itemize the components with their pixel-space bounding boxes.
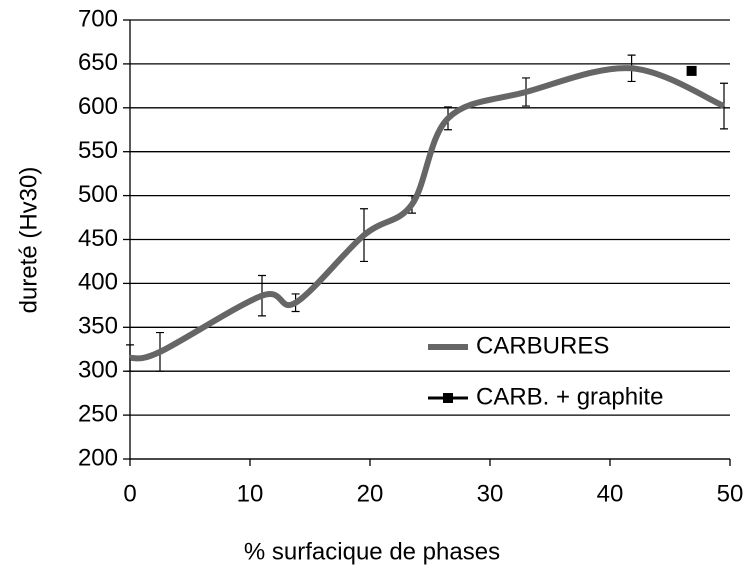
- x-tick-label: 10: [237, 480, 264, 507]
- x-tick-label: 20: [357, 480, 384, 507]
- marker: [686, 65, 697, 76]
- y-tick-label: 400: [78, 269, 118, 296]
- legend-label: CARB. + graphite: [476, 383, 663, 410]
- x-tick-label: 50: [717, 480, 744, 507]
- y-tick-label: 450: [78, 225, 118, 252]
- y-tick-label: 300: [78, 357, 118, 384]
- y-tick-label: 350: [78, 313, 118, 340]
- legend-label: CARBURES: [476, 332, 609, 359]
- x-axis-label: % surfacique de phases: [244, 538, 500, 565]
- y-tick-label: 650: [78, 49, 118, 76]
- y-tick-label: 550: [78, 137, 118, 164]
- x-tick-label: 40: [597, 480, 624, 507]
- y-tick-label: 200: [78, 444, 118, 471]
- y-tick-label: 250: [78, 400, 118, 427]
- y-tick-label: 700: [78, 5, 118, 32]
- x-tick-label: 0: [123, 480, 136, 507]
- y-tick-label: 600: [78, 93, 118, 120]
- legend-marker: [443, 393, 453, 403]
- y-tick-label: 500: [78, 181, 118, 208]
- y-axis-label: dureté (Hv30): [15, 167, 42, 314]
- x-tick-label: 30: [477, 480, 504, 507]
- series-line: [129, 65, 726, 362]
